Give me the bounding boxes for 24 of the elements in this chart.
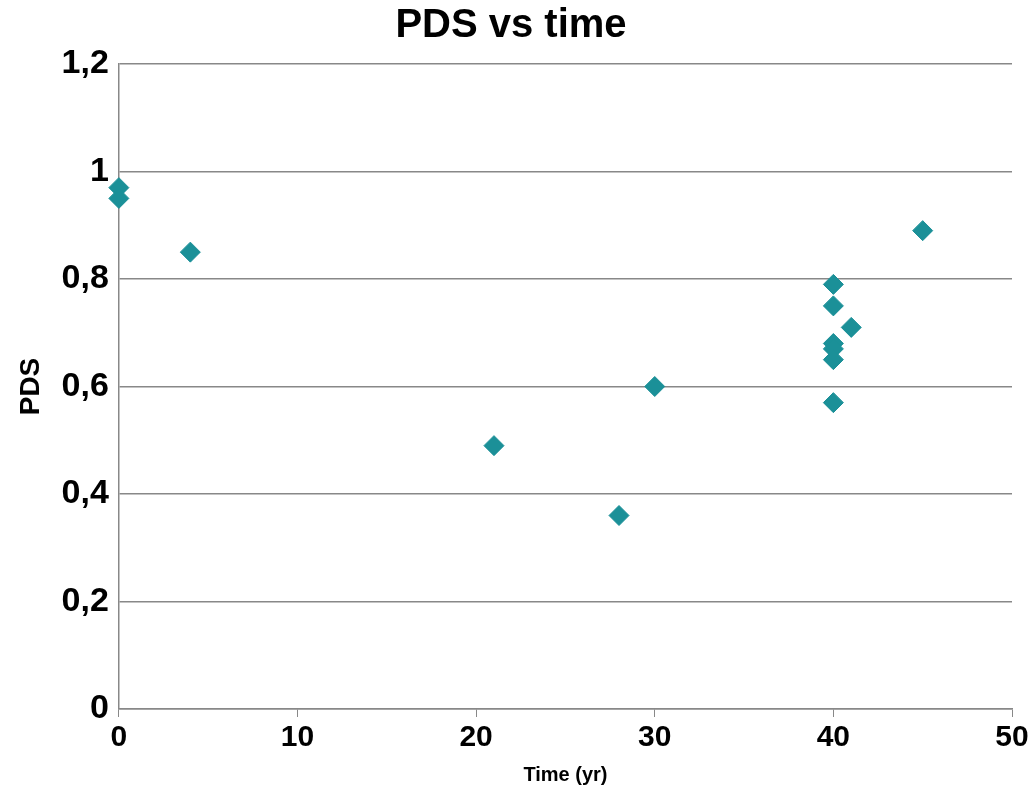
y-tick-label: 0 xyxy=(89,687,109,726)
point xyxy=(912,220,934,242)
y-tick-label: 0,6 xyxy=(61,364,109,403)
y-tick-label: 0,4 xyxy=(61,472,109,511)
x-tick-label: 30 xyxy=(638,719,672,753)
point xyxy=(483,435,505,457)
point xyxy=(822,273,844,295)
point xyxy=(644,376,666,397)
x-tick-label: 40 xyxy=(816,719,851,753)
x-axis-title: Time (yr) xyxy=(523,762,608,785)
point xyxy=(179,241,201,263)
x-tick-label: 20 xyxy=(459,719,493,753)
y-tick-label: 1 xyxy=(89,149,109,188)
point xyxy=(608,505,630,526)
point xyxy=(822,392,844,414)
y-tick-label: 0,8 xyxy=(61,257,109,296)
point xyxy=(822,295,844,317)
chart-title: PDS vs time xyxy=(395,1,627,46)
point xyxy=(840,316,862,338)
y-tick-label: 0,2 xyxy=(61,579,109,618)
y-axis-title: PDS xyxy=(13,357,45,416)
x-tick-label: 10 xyxy=(280,719,315,753)
y-tick-label: 1,2 xyxy=(61,42,109,81)
x-tick-label: 50 xyxy=(995,719,1029,753)
